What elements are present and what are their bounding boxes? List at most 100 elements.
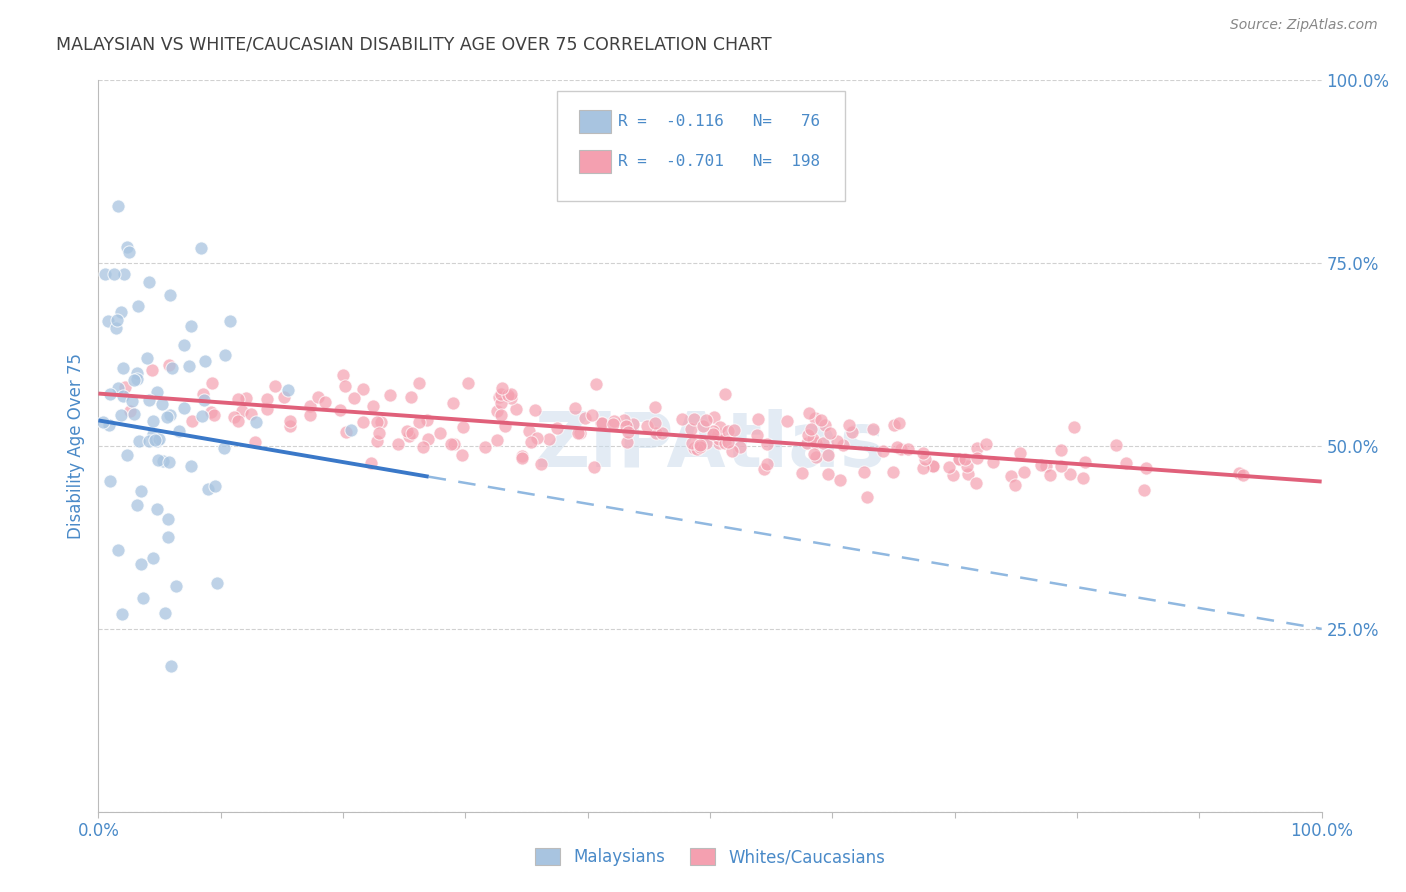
Point (105, 313, 128, 327)
Point (1105, 438, 1128, 452)
Point (157, 455, 180, 469)
Point (136, 351, 159, 365)
Point (278, 414, 301, 428)
Point (806, 436, 828, 450)
Point (94, 268, 117, 282)
Point (121, 394, 143, 409)
Point (366, 415, 388, 429)
Point (621, 417, 644, 431)
Point (142, 550, 165, 565)
Point (278, 419, 301, 434)
Point (370, 415, 392, 429)
Point (717, 424, 740, 438)
Point (180, 319, 202, 334)
Point (361, 399, 384, 413)
Point (510, 451, 533, 466)
Point (832, 438, 855, 452)
Point (695, 413, 717, 427)
Point (120, 404, 142, 418)
Point (343, 391, 366, 405)
Point (191, 409, 214, 424)
Point (681, 435, 703, 450)
Point (214, 348, 236, 362)
Point (128, 434, 150, 448)
Point (451, 448, 474, 462)
Point (564, 401, 586, 416)
Point (800, 422, 823, 436)
Point (368, 425, 391, 440)
Legend: Malaysians, Whites/Caucasians: Malaysians, Whites/Caucasians (529, 841, 891, 873)
Point (796, 436, 818, 450)
Point (1071, 471, 1094, 485)
Point (814, 417, 837, 432)
Point (922, 458, 945, 473)
Point (150, 397, 173, 411)
Point (942, 467, 965, 482)
Point (114, 380, 136, 394)
Point (853, 465, 876, 479)
Point (922, 458, 945, 473)
Point (298, 408, 321, 422)
Point (366, 434, 388, 449)
Point (1115, 456, 1137, 470)
Point (127, 499, 149, 513)
Point (956, 458, 979, 473)
Point (645, 425, 668, 440)
Point (974, 437, 997, 451)
Point (485, 403, 508, 417)
Text: Source: ZipAtlas.com: Source: ZipAtlas.com (1230, 18, 1378, 32)
Point (443, 437, 465, 451)
Point (256, 402, 278, 417)
FancyBboxPatch shape (557, 91, 845, 201)
Point (862, 421, 884, 435)
Point (352, 415, 374, 429)
Point (1229, 467, 1251, 481)
Point (200, 405, 222, 419)
Point (614, 418, 637, 433)
Point (125, 372, 148, 386)
Point (616, 425, 638, 439)
Point (1074, 455, 1097, 469)
Point (714, 436, 737, 450)
Point (173, 401, 195, 415)
Point (517, 424, 540, 438)
Point (1029, 458, 1052, 473)
Point (131, 557, 153, 571)
Point (912, 446, 935, 460)
Point (142, 414, 165, 428)
Point (804, 450, 827, 464)
Point (263, 379, 285, 393)
Point (395, 424, 418, 438)
Point (538, 433, 561, 447)
Point (790, 466, 813, 480)
Point (488, 390, 510, 404)
Point (298, 399, 321, 413)
Point (127, 366, 149, 380)
Point (496, 388, 519, 402)
Point (111, 607, 134, 622)
Point (387, 436, 409, 450)
Point (651, 426, 673, 441)
Point (141, 362, 163, 376)
Point (501, 391, 523, 405)
Point (1063, 419, 1085, 434)
Point (1050, 458, 1073, 473)
Point (243, 435, 266, 450)
Point (352, 382, 374, 396)
Point (803, 411, 825, 425)
Point (256, 392, 278, 406)
Point (685, 442, 707, 457)
Point (440, 437, 463, 451)
Point (644, 416, 666, 430)
Point (142, 427, 165, 442)
Point (117, 240, 139, 254)
Point (709, 436, 731, 450)
Point (679, 422, 702, 436)
Point (1133, 483, 1156, 498)
Point (146, 453, 169, 467)
Point (754, 462, 776, 476)
Point (948, 452, 970, 467)
Point (181, 415, 204, 429)
Point (416, 413, 439, 427)
Point (574, 411, 596, 425)
